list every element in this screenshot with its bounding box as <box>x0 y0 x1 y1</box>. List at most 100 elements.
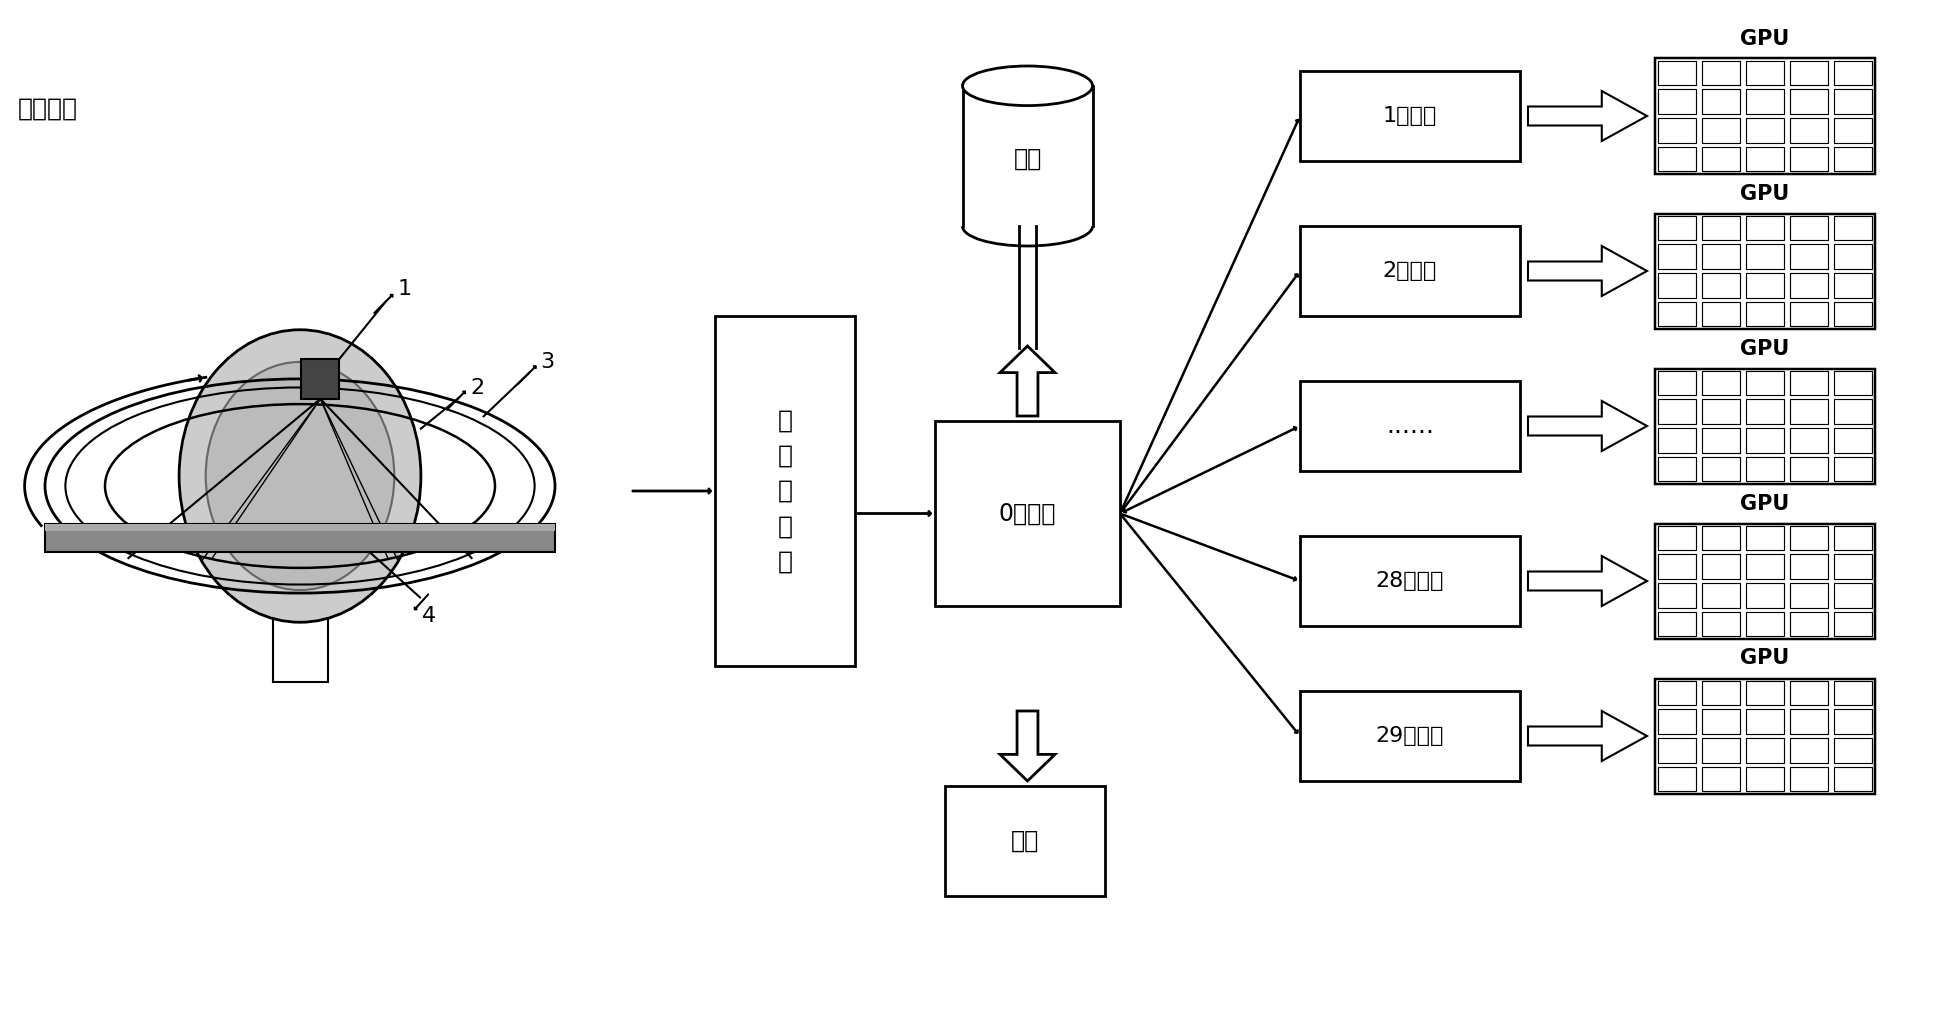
Bar <box>1790 215 1827 240</box>
Bar <box>1790 371 1827 395</box>
Bar <box>1790 244 1827 269</box>
Bar <box>1703 738 1740 763</box>
Text: 显示: 显示 <box>1011 829 1038 853</box>
Bar <box>1299 381 1519 471</box>
Bar <box>1835 583 1872 608</box>
Bar <box>1658 767 1697 791</box>
Bar <box>1745 709 1784 734</box>
Bar <box>1745 612 1784 636</box>
Bar <box>1658 583 1697 608</box>
Bar <box>1658 244 1697 269</box>
Bar <box>1745 302 1784 326</box>
Bar <box>1299 71 1519 161</box>
Bar <box>1745 273 1784 298</box>
Bar <box>1658 61 1697 85</box>
Polygon shape <box>1527 246 1646 296</box>
Bar <box>1790 89 1827 114</box>
Bar <box>1835 525 1872 551</box>
Bar <box>1656 523 1876 638</box>
Bar <box>1658 273 1697 298</box>
Bar <box>1703 61 1740 85</box>
Bar <box>945 786 1105 896</box>
Bar <box>1656 59 1876 174</box>
Bar <box>1745 61 1784 85</box>
Bar <box>1658 118 1697 142</box>
Bar <box>1790 525 1827 551</box>
Bar <box>1745 89 1784 114</box>
Bar <box>1658 302 1697 326</box>
Bar <box>1835 709 1872 734</box>
Bar <box>1745 457 1784 482</box>
Polygon shape <box>1527 556 1646 606</box>
Bar <box>1790 555 1827 579</box>
Text: 旋转方向: 旋转方向 <box>18 97 78 121</box>
Bar <box>1703 525 1740 551</box>
Bar <box>1835 767 1872 791</box>
Bar <box>1835 681 1872 705</box>
Bar <box>1745 244 1784 269</box>
Text: 1号节点: 1号节点 <box>1383 106 1438 126</box>
Bar <box>1790 709 1827 734</box>
Bar <box>1835 428 1872 453</box>
Bar <box>1790 681 1827 705</box>
Bar <box>1790 118 1827 142</box>
Bar <box>1703 681 1740 705</box>
Bar <box>1656 213 1876 328</box>
Polygon shape <box>1527 711 1646 761</box>
Text: 28号节点: 28号节点 <box>1375 571 1443 591</box>
Bar <box>715 316 855 666</box>
Bar <box>1835 302 1872 326</box>
Bar <box>1745 428 1784 453</box>
Text: GPU: GPU <box>1740 494 1790 513</box>
Text: 存储: 存储 <box>1013 147 1042 171</box>
Bar <box>1658 457 1697 482</box>
Bar <box>1790 738 1827 763</box>
Text: GPU: GPU <box>1740 184 1790 203</box>
Text: 1: 1 <box>397 279 411 299</box>
Bar <box>1835 738 1872 763</box>
Bar <box>1790 612 1827 636</box>
Bar <box>1790 583 1827 608</box>
Bar <box>1790 428 1827 453</box>
Ellipse shape <box>962 66 1093 106</box>
Bar <box>1658 709 1697 734</box>
Bar <box>1658 215 1697 240</box>
Bar <box>1656 679 1876 793</box>
Bar <box>1299 691 1519 781</box>
Bar <box>1656 369 1876 484</box>
Text: 前
端
采
样
机: 前 端 采 样 机 <box>777 408 793 574</box>
Text: 29号节点: 29号节点 <box>1375 726 1443 746</box>
Bar <box>45 524 555 531</box>
Bar <box>273 553 327 683</box>
Bar <box>1835 273 1872 298</box>
Bar <box>1745 738 1784 763</box>
Text: GPU: GPU <box>1740 28 1790 49</box>
Bar <box>1835 371 1872 395</box>
Bar <box>1658 612 1697 636</box>
Bar <box>1703 555 1740 579</box>
Bar <box>1745 555 1784 579</box>
Bar <box>1745 399 1784 424</box>
Text: 4: 4 <box>423 607 436 627</box>
Bar <box>45 524 555 553</box>
Bar <box>1703 215 1740 240</box>
Bar <box>1745 146 1784 172</box>
Polygon shape <box>1527 91 1646 141</box>
Bar <box>1835 215 1872 240</box>
Bar <box>1835 89 1872 114</box>
Bar <box>1658 428 1697 453</box>
Bar <box>1790 146 1827 172</box>
Bar <box>1745 118 1784 142</box>
Bar <box>1835 146 1872 172</box>
Bar <box>1703 371 1740 395</box>
Bar <box>1835 555 1872 579</box>
Bar <box>1703 244 1740 269</box>
Text: 3: 3 <box>542 353 555 373</box>
Polygon shape <box>1527 401 1646 451</box>
Bar <box>1835 244 1872 269</box>
Bar <box>1745 681 1784 705</box>
Text: 0号节点: 0号节点 <box>999 502 1056 525</box>
Bar <box>1658 146 1697 172</box>
Bar <box>1703 273 1740 298</box>
Bar <box>1658 738 1697 763</box>
